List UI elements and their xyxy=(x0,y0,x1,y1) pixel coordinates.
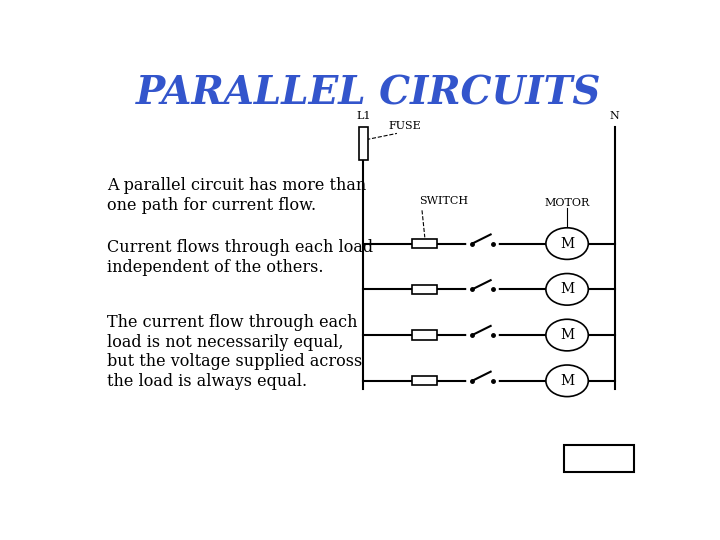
Text: NEXT: NEXT xyxy=(577,452,621,466)
Text: PARALLEL CIRCUITS: PARALLEL CIRCUITS xyxy=(136,75,602,113)
Text: A parallel circuit has more than
one path for current flow.: A parallel circuit has more than one pat… xyxy=(107,177,366,214)
Circle shape xyxy=(546,319,588,351)
Text: SWITCH: SWITCH xyxy=(419,196,468,206)
Circle shape xyxy=(546,274,588,305)
Text: MOTOR: MOTOR xyxy=(544,198,590,208)
Bar xyxy=(413,376,437,386)
Text: The current flow through each
load is not necessarily equal,
but the voltage sup: The current flow through each load is no… xyxy=(107,314,362,390)
Bar xyxy=(413,285,437,294)
Text: L1: L1 xyxy=(356,111,371,121)
Text: FUSE: FUSE xyxy=(389,122,421,131)
Text: N: N xyxy=(610,111,619,121)
Text: Current flows through each load
independent of the others.: Current flows through each load independ… xyxy=(107,239,373,276)
Circle shape xyxy=(546,365,588,396)
Bar xyxy=(413,330,437,340)
Bar xyxy=(359,127,368,160)
FancyBboxPatch shape xyxy=(564,446,634,472)
Bar xyxy=(413,239,437,248)
Text: M: M xyxy=(560,328,574,342)
Text: M: M xyxy=(560,237,574,251)
Text: M: M xyxy=(560,374,574,388)
Text: M: M xyxy=(560,282,574,296)
Circle shape xyxy=(546,228,588,259)
